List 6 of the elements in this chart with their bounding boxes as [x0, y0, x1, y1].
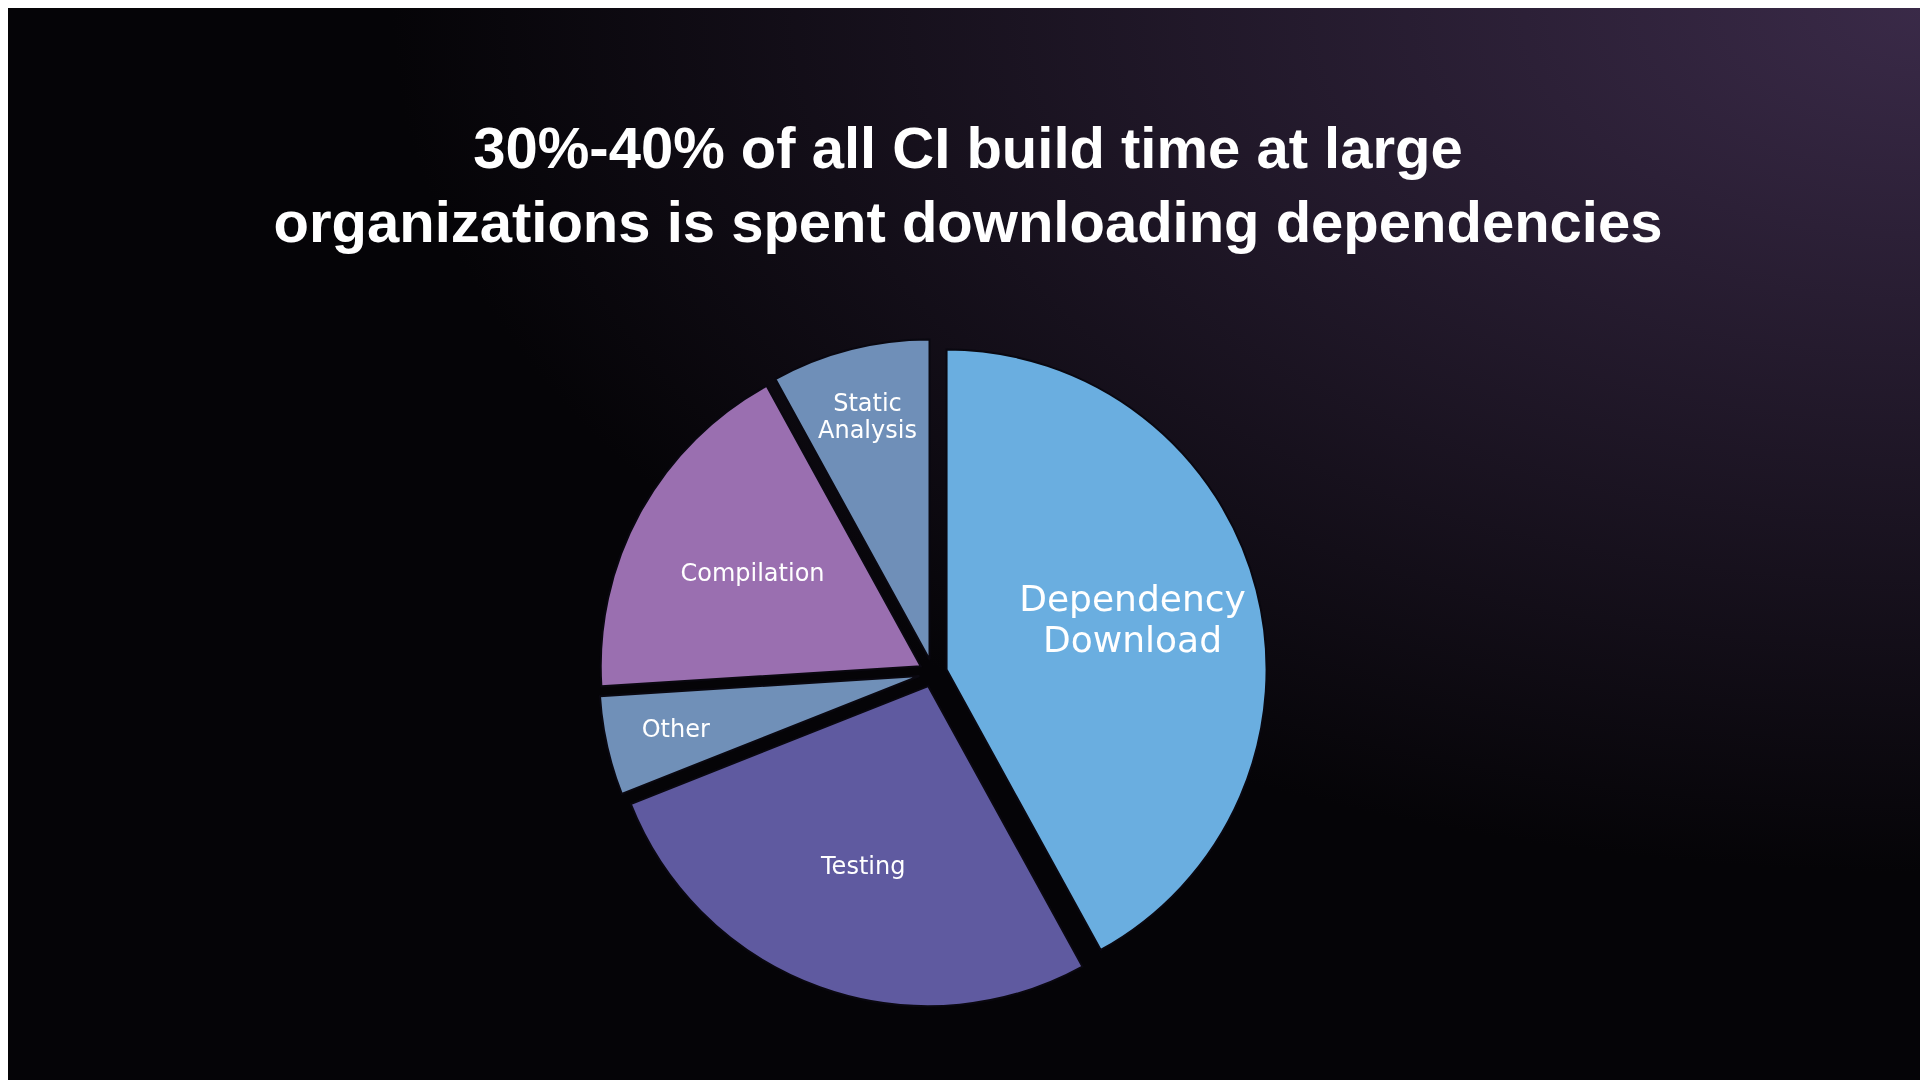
- slice-label: Static Analysis: [818, 388, 917, 445]
- slice-label: Testing: [820, 851, 906, 880]
- chart-title: 30%-40% of all CI build time at large organizations is spent downloading dependencies: [273, 115, 1663, 254]
- slice-label: Dependency Download: [1019, 578, 1246, 661]
- slice-label: Compilation: [680, 558, 825, 587]
- slice-label: Other: [641, 715, 710, 744]
